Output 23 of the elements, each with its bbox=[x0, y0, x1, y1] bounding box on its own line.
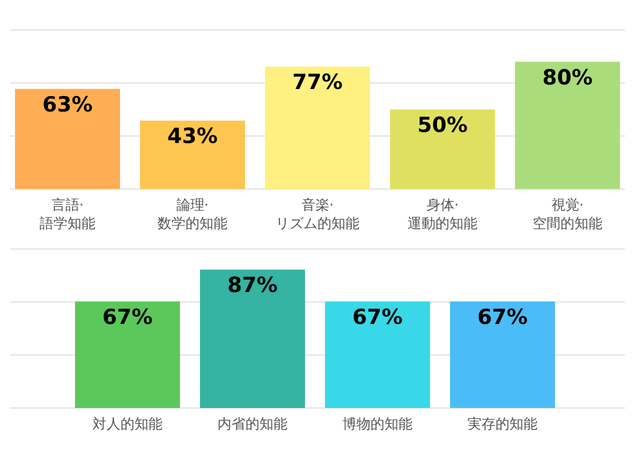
x-tick-label: 論理·数学的知能 bbox=[158, 198, 228, 232]
data-label: 67% bbox=[102, 304, 153, 329]
bar bbox=[515, 62, 620, 189]
x-tick-label: 対人的知能 bbox=[92, 416, 162, 433]
x-tick-label: 身体·運動的知能 bbox=[408, 198, 478, 232]
data-label: 50% bbox=[417, 112, 468, 137]
x-tick-label: 実存的知能 bbox=[468, 416, 538, 433]
data-label: 67% bbox=[352, 304, 403, 329]
data-label: 63% bbox=[42, 92, 93, 116]
bar bbox=[140, 120, 245, 189]
bar bbox=[390, 110, 495, 189]
data-label: 67% bbox=[477, 304, 528, 329]
x-tick-label: 内省的知能 bbox=[218, 416, 288, 433]
data-label: 77% bbox=[292, 70, 343, 94]
x-tick-label: 視覚·空間的知能 bbox=[532, 198, 602, 232]
data-label: 80% bbox=[542, 65, 593, 90]
bar bbox=[265, 66, 370, 189]
data-label: 43% bbox=[167, 124, 218, 148]
x-tick-label: 音楽·リズム的知能 bbox=[276, 198, 360, 232]
bar bbox=[15, 88, 120, 189]
data-label: 87% bbox=[227, 273, 278, 298]
x-tick-label: 言語·語学知能 bbox=[40, 198, 96, 232]
x-tick-label: 博物的知能 bbox=[342, 416, 412, 433]
